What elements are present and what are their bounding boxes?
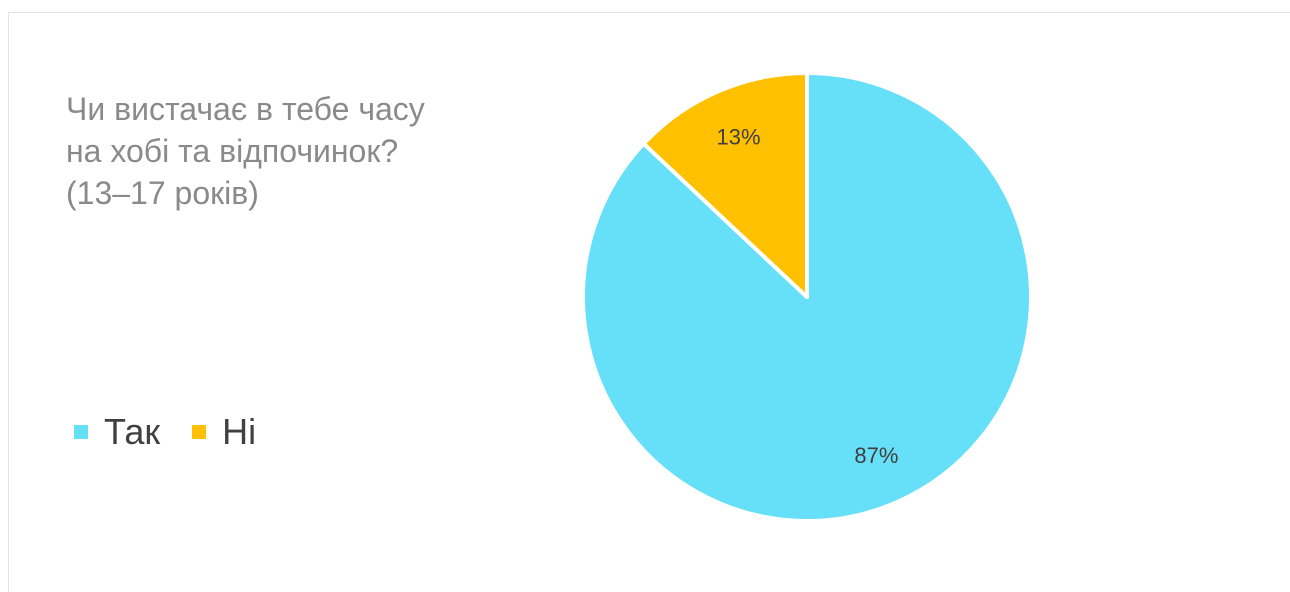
pie-slices (581, 71, 1033, 523)
slice-label-tak: 87% (854, 443, 898, 468)
chart-title: Чи вистачає в тебе часу на хобі та відпо… (66, 91, 425, 211)
legend-swatch-tak (74, 425, 88, 439)
slice-label-ni: 13% (716, 125, 760, 150)
pie-labels: 87% 13% (716, 125, 898, 469)
legend-label-ni: Ні (222, 411, 257, 452)
chart-legend: Так Ні (74, 410, 288, 454)
legend-swatch-ni (192, 425, 207, 439)
pie-slice-ni (641, 71, 809, 299)
legend-item-tak: Так (74, 410, 160, 454)
legend-label-tak: Так (104, 411, 161, 452)
pie-chart: 87% 13% (581, 71, 1033, 523)
chart-frame (8, 12, 1290, 592)
legend-item-ni: Ні (192, 410, 256, 454)
